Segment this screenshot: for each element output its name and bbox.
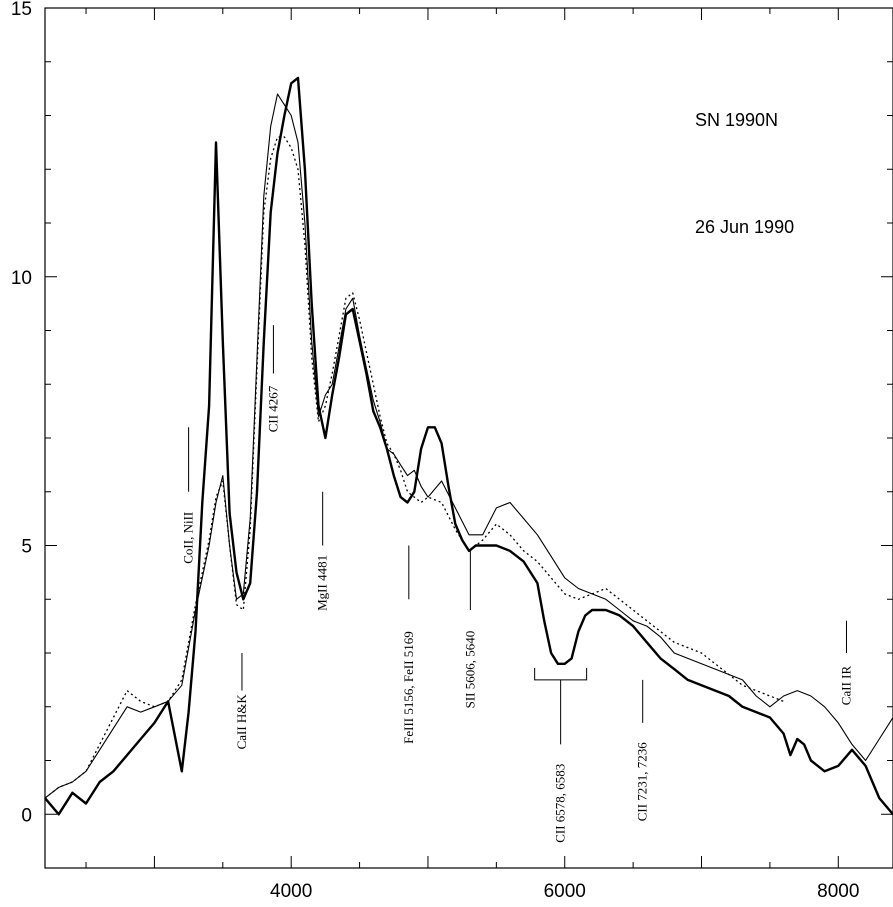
line-id-label: CII 4267: [265, 385, 280, 432]
object-name: SN 1990N: [695, 110, 778, 130]
x-tick-label: 6000: [544, 881, 586, 902]
y-tick-label: 5: [21, 537, 32, 558]
line-id-bracket: [535, 668, 587, 680]
y-tick-label: 10: [11, 268, 32, 289]
line-id-label: FeIII 5156, FeII 5169: [401, 631, 416, 744]
line-id-label: CaII IR: [838, 666, 853, 706]
line-id-label: CoII, NiII: [181, 512, 196, 564]
line-id-label: CaII H&K: [234, 694, 249, 750]
y-tick-label: 15: [11, 0, 32, 20]
observation-date: 26 Jun 1990: [695, 217, 794, 237]
line-identifications: CoII, NiII CII 4267 MgII 4481 FeIII 5156, F…: [181, 325, 854, 843]
line-id-label: CII 6578, 6583: [553, 764, 568, 843]
x-tick-label: 4000: [270, 881, 312, 902]
line-id-label: CII 7231, 7236: [635, 742, 650, 822]
line-id-label: SII 5606, 5640: [462, 631, 477, 709]
line-id-label: MgII 4481: [315, 555, 330, 611]
plot-frame: [45, 8, 893, 868]
x-tick-label: 8000: [817, 881, 859, 902]
axis-ticks: 4000 6000 8000 0 5 10 15: [11, 0, 893, 902]
y-tick-label: 0: [21, 805, 32, 826]
